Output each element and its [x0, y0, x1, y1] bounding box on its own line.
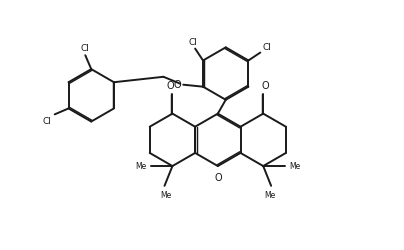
Text: Me: Me: [265, 190, 276, 199]
Text: O: O: [214, 172, 222, 182]
Text: Cl: Cl: [43, 117, 52, 126]
Text: O: O: [174, 80, 181, 89]
Text: Cl: Cl: [81, 44, 90, 53]
Text: O: O: [166, 80, 174, 90]
Text: O: O: [261, 80, 269, 90]
Text: Me: Me: [160, 190, 171, 199]
Text: Cl: Cl: [189, 38, 198, 46]
Text: Me: Me: [289, 161, 300, 170]
Text: Me: Me: [135, 161, 147, 170]
Text: Cl: Cl: [262, 42, 271, 51]
